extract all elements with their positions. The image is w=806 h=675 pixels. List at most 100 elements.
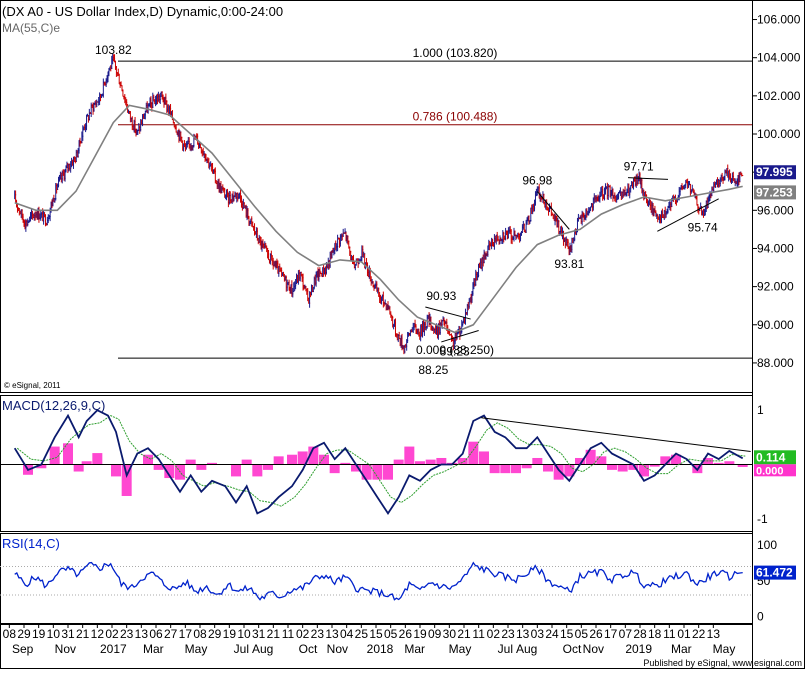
x-tick-label: 13 <box>516 627 530 641</box>
x-month-label: Nov <box>327 642 348 656</box>
x-tick-label: 19 <box>32 627 46 641</box>
price-annotation: 97.71 <box>624 160 654 174</box>
x-tick-label: 13 <box>707 627 721 641</box>
x-tick-label: 21 <box>457 627 471 641</box>
rsi-ytick-label: 100 <box>757 538 777 552</box>
x-month-label: 2018 <box>367 642 394 656</box>
macd-histogram-bar <box>241 459 252 465</box>
macd-histogram-bar <box>724 461 735 465</box>
macd-histogram-bar <box>36 464 47 469</box>
macd-histogram-bar <box>231 464 241 477</box>
ma-indicator-label: MA(55,C)e <box>2 21 60 35</box>
macd-histogram-bar <box>164 464 175 479</box>
price-ytick-label: 88.000 <box>757 356 794 370</box>
price-layer: 1.000 (103.820) 0.786 (100.488) 0.000 (88.… <box>14 13 801 377</box>
rsi-title: RSI(14,C) <box>2 536 60 551</box>
ma-55-line <box>14 104 743 334</box>
x-month-label: Aug <box>516 642 537 656</box>
macd-histogram-bar <box>671 454 681 465</box>
macd-zero-tag <box>754 464 796 477</box>
macd-histogram-bar <box>404 446 415 465</box>
x-month-label: Jul <box>498 642 513 656</box>
x-tick-label: 31 <box>252 627 266 641</box>
macd-histogram-bar <box>319 454 329 465</box>
macd-histogram-bar <box>703 457 713 465</box>
macd-histogram-bar <box>207 462 217 465</box>
x-tick-label: 31 <box>61 627 75 641</box>
x-tick-label: 12 <box>91 627 105 641</box>
macd-histogram-bar <box>543 464 553 472</box>
x-tick-label: 19 <box>223 627 237 641</box>
x-month-label: 2017 <box>100 642 127 656</box>
x-month-label: May <box>713 642 736 656</box>
fib-level-label: 0.000 (88.250) <box>416 343 494 357</box>
x-month-label: Oct <box>299 642 318 656</box>
x-month-label: Jul <box>234 642 249 656</box>
macd-trendline <box>481 417 751 452</box>
trendline <box>425 306 471 320</box>
x-tick-label: 17 <box>179 627 193 641</box>
x-tick-label: 25 <box>355 627 369 641</box>
x-month-label: 2019 <box>625 642 652 656</box>
macd-pane[interactable] <box>0 395 753 532</box>
price-annotation: 89.23 <box>440 344 470 358</box>
price-ytick-label: 104.000 <box>757 51 801 65</box>
price-annotation: 96.98 <box>522 174 552 188</box>
macd-histogram-bar <box>351 464 361 472</box>
macd-histogram-bar <box>511 464 521 474</box>
rsi-pane[interactable] <box>0 533 753 624</box>
macd-histogram-bar <box>383 464 393 480</box>
trendline <box>441 330 479 343</box>
trendline <box>536 191 570 230</box>
xaxis-layer: 08 29 19 10 31 21 12 02 23 13 06 27 17 08 29 19 10 31 21 11… <box>3 624 736 656</box>
x-month-label: Sep <box>12 642 34 656</box>
macd-title: MACD(12,26,9,C) <box>2 398 105 413</box>
x-month-label: Mar <box>671 642 692 656</box>
x-tick-label: 29 <box>17 627 31 641</box>
macd-histogram-bar <box>585 449 596 465</box>
x-tick-label: 22 <box>692 627 706 641</box>
macd-histogram-bar <box>153 464 164 470</box>
x-month-label: Aug <box>252 642 273 656</box>
macd-histogram-bar <box>63 443 73 465</box>
price-chart-title: (DX A0 - US Dollar Index,D) Dynamic,0:00… <box>2 4 283 19</box>
macd-histogram-bar <box>489 464 500 474</box>
macd-histogram-bar <box>660 456 671 465</box>
macd-line <box>13 409 744 516</box>
macd-histogram-bar <box>361 464 372 480</box>
publisher-label: Published by eSignal, www.esignal.com <box>643 658 802 668</box>
x-tick-label: 05 <box>384 627 398 641</box>
x-tick-label: 15 <box>369 627 383 641</box>
macd-value-tag <box>754 450 796 465</box>
x-tick-label: 27 <box>164 627 178 641</box>
x-tick-label: 28 <box>633 627 647 641</box>
x-tick-label: 23 <box>311 627 325 641</box>
x-month-label: Nov <box>583 642 604 656</box>
macd-histogram-bar <box>81 461 92 465</box>
macd-histogram-bar <box>372 464 383 480</box>
x-tick-label: 02 <box>105 627 119 641</box>
rsi-line <box>14 561 743 601</box>
macd-histogram-bar <box>297 451 308 465</box>
x-tick-label: 11 <box>663 627 676 641</box>
x-tick-label: 21 <box>76 627 90 641</box>
macd-histogram-bar <box>639 464 649 477</box>
macd-histogram-bar <box>737 464 748 467</box>
x-tick-label: 23 <box>501 627 515 641</box>
x-tick-label: 26 <box>589 627 603 641</box>
x-tick-label: 26 <box>399 627 413 641</box>
x-tick-label: 15 <box>560 627 574 641</box>
x-month-label: Oct <box>563 642 582 656</box>
macd-histogram-bar <box>479 451 489 465</box>
x-tick-label: 06 <box>149 627 163 641</box>
price-annotation: 88.25 <box>418 363 448 377</box>
x-tick-label: 23 <box>120 627 134 641</box>
trendline <box>627 177 669 180</box>
y-axis-strip <box>752 0 805 669</box>
macd-histogram-bar <box>713 462 724 465</box>
macd-histogram-bar <box>143 454 153 465</box>
x-month-label: Mar <box>143 642 164 656</box>
